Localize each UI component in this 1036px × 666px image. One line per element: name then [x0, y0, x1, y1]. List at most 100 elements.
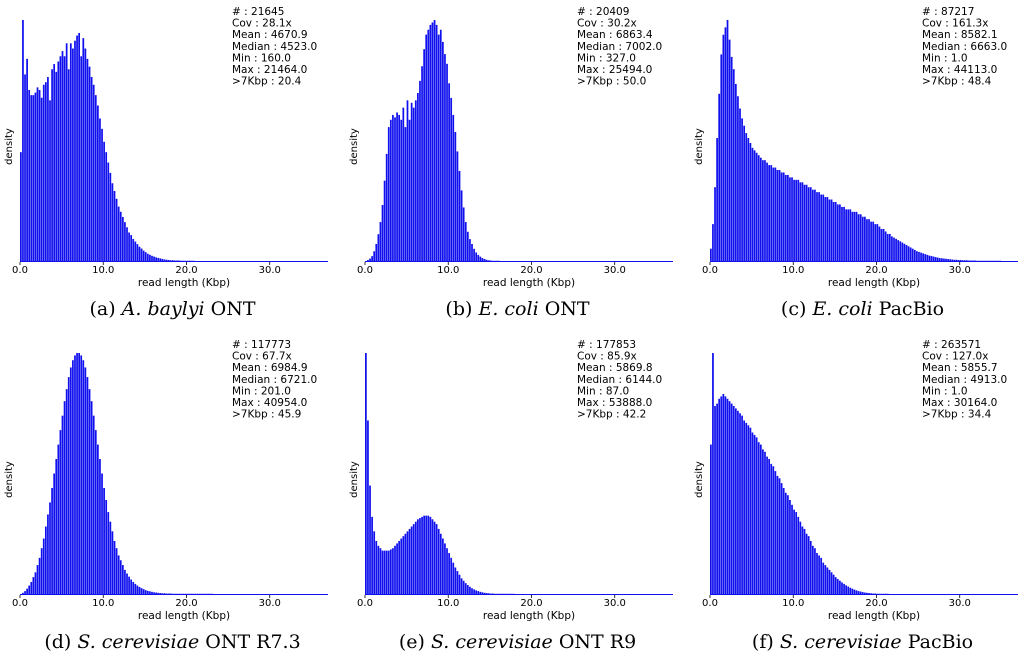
histogram-bar [801, 526, 804, 594]
histogram-bar [132, 581, 135, 594]
histogram-bar [861, 592, 864, 594]
histogram-bar [751, 147, 754, 261]
histogram-bar [22, 592, 24, 594]
histogram-bar [394, 117, 396, 262]
histogram-bar [822, 194, 825, 261]
histogram-bar [955, 259, 958, 261]
histogram-bar [847, 586, 850, 594]
histogram-bar [439, 29, 442, 261]
histogram-bar [926, 254, 929, 261]
histogram-bar [945, 258, 947, 261]
histogram-bar [876, 224, 879, 261]
histogram-bar [435, 524, 438, 594]
histogram-bar [772, 167, 775, 261]
stat-line: Cov : 85.9x [577, 351, 637, 363]
histogram-bar [67, 69, 70, 262]
histogram-bar [115, 548, 118, 594]
histogram-bar [421, 66, 423, 261]
x-tick-label: 30.0 [949, 598, 971, 609]
histogram-bar [726, 398, 729, 594]
x-tick-label: 10.0 [437, 598, 459, 609]
histogram-bar [716, 138, 718, 261]
histogram-bar [830, 199, 833, 261]
histogram-bar [76, 353, 78, 594]
histogram-bar [47, 77, 49, 261]
histogram-bar [138, 246, 141, 261]
histogram-bar [103, 141, 105, 261]
histogram-svg: 0.0 10.0 20.0 30.0 read length (Kbp) density #… [694, 6, 1018, 289]
histogram-bar [460, 578, 463, 594]
stat-line: Min : 1.0 [922, 385, 968, 397]
histogram-bar [755, 152, 758, 261]
histogram-bar [105, 152, 108, 261]
histogram-bar [369, 485, 371, 594]
histogram-bar [425, 34, 428, 261]
histogram-bar [759, 157, 762, 261]
histogram-bar [774, 471, 777, 594]
stat-line: >7Kbp : 34.4 [922, 409, 992, 421]
histogram-bar [751, 432, 754, 594]
histogram-bar [776, 475, 779, 594]
histogram-bar [381, 205, 384, 261]
histogram-bar [868, 593, 870, 594]
histogram-bar [473, 589, 475, 594]
histogram-bar [103, 487, 105, 594]
histogram-bar [365, 353, 367, 594]
stat-line: Mean : 4670.9 [232, 29, 308, 41]
histogram-bar [766, 162, 768, 261]
histogram-bar [367, 260, 369, 261]
histogram-bar [167, 259, 170, 261]
histogram-bar [51, 487, 53, 594]
histogram-bar [857, 591, 860, 594]
histogram-bar [408, 528, 411, 594]
histogram-bar [97, 444, 99, 594]
histogram-bar [429, 516, 432, 594]
histogram-bar [789, 500, 791, 594]
histogram-bar [28, 585, 31, 594]
histogram-bar [67, 377, 70, 594]
histogram-bar [816, 192, 818, 261]
histogram-bar [947, 259, 949, 261]
stat-line: # : 263571 [922, 339, 981, 351]
histogram-bar [78, 32, 80, 262]
x-axis-label: read length (Kbp) [483, 610, 575, 622]
chart-panel-b: 0.0 10.0 20.0 30.0 read length (Kbp) density #… [345, 0, 690, 333]
histogram-bar [466, 585, 469, 594]
chart-panel-a: 0.0 10.0 20.0 30.0 read length (Kbp) density #… [0, 0, 345, 333]
histogram-bar [119, 211, 122, 261]
histogram-bar [828, 569, 831, 594]
histogram-bar [394, 545, 396, 594]
histogram-bar [753, 150, 756, 261]
x-tick-label: 0.0 [702, 598, 718, 609]
histogram-bar [121, 565, 124, 594]
histogram-bar [853, 589, 856, 594]
histogram-bar [759, 444, 762, 594]
histogram-bar [481, 592, 484, 594]
panel-caption: (e) S. cerevisiae ONT R9 [345, 631, 690, 653]
histogram-bar [417, 519, 419, 594]
histogram-bar [65, 389, 68, 594]
histogram-bar [839, 204, 841, 261]
x-tick-label: 30.0 [949, 265, 971, 276]
x-axis-label: read length (Kbp) [138, 610, 230, 622]
histogram-bar [113, 540, 116, 594]
histogram-bar [101, 473, 103, 594]
histogram-bar [32, 95, 35, 262]
histogram-bar [375, 540, 378, 594]
caption-letter: (c) [780, 298, 807, 320]
x-axis-label: read length (Kbp) [828, 277, 920, 289]
histogram-bar [171, 260, 174, 261]
histogram-bar [471, 588, 473, 594]
panel-caption: (d) S. cerevisiae ONT R7.3 [0, 631, 345, 653]
histogram-bar [809, 187, 812, 261]
histogram-bar [895, 238, 897, 261]
stat-line: Min : 201.0 [232, 385, 291, 397]
histogram-bar [882, 229, 885, 261]
histogram-bar [90, 401, 93, 594]
histogram-bar [834, 577, 837, 594]
histogram-bar [861, 216, 864, 261]
histogram-bar [859, 214, 862, 261]
histogram-bar [53, 473, 56, 594]
histogram-bar [178, 260, 180, 261]
histogram-bar [957, 260, 960, 261]
